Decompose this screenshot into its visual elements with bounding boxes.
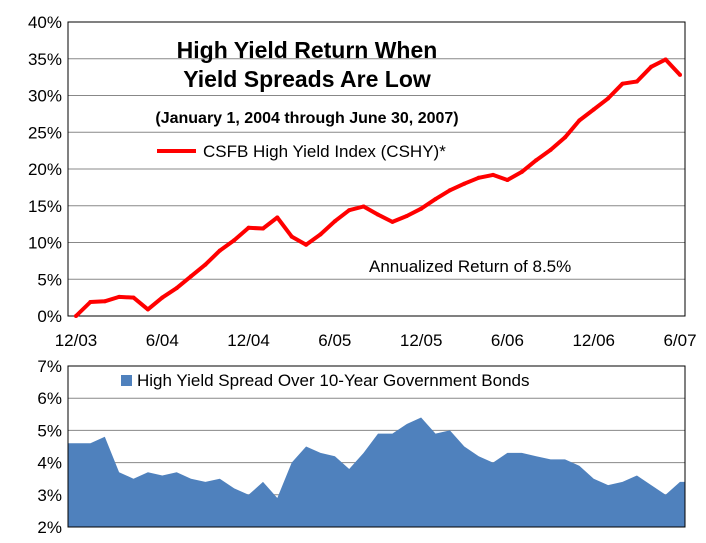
return-x-tick-label: 12/05 — [400, 331, 443, 350]
return-data-point — [347, 208, 352, 213]
return-data-point — [88, 300, 93, 304]
spread-y-tick-label: 7% — [37, 357, 62, 376]
return-data-point — [131, 295, 136, 300]
return-data-point — [591, 107, 596, 112]
spread-y-tick-label: 3% — [37, 486, 62, 505]
return-y-tick-label: 40% — [28, 13, 62, 32]
return-y-tick-label: 30% — [28, 87, 62, 106]
return-data-point — [678, 72, 682, 77]
return-chart: 0% 5% 10% 15% 20% 25% 30% 35% 40% 12/03 6/04 12/04… — [28, 13, 697, 350]
return-y-tick-label: 35% — [28, 50, 62, 69]
spread-series-area — [68, 417, 685, 527]
return-data-point — [491, 172, 495, 177]
return-data-point — [289, 234, 294, 239]
return-x-tick-labels: 12/03 6/04 12/04 6/05 12/05 6/06 12/06 6/07 — [55, 331, 697, 350]
chart-subtitle: (January 1, 2004 through June 30, 2007) — [155, 110, 458, 127]
chart-title: High Yield Return When — [177, 37, 438, 63]
return-y-tick-label: 15% — [28, 197, 62, 216]
return-x-tick-label: 6/05 — [318, 331, 351, 350]
spread-chart: 2% 3% 4% 5% 6% 7% High Yield Spread Over 10-Y… — [37, 357, 686, 537]
return-plot-frame — [67, 21, 686, 317]
return-data-point — [174, 286, 179, 291]
return-data-point — [74, 314, 78, 318]
return-data-point — [606, 96, 611, 101]
return-data-point — [189, 274, 193, 279]
return-data-point — [476, 175, 481, 180]
return-data-point — [361, 204, 366, 209]
spread-y-tick-labels: 2% 3% 4% 5% 6% 7% — [37, 357, 62, 537]
return-data-point — [663, 57, 668, 62]
return-data-point — [563, 135, 567, 140]
spread-y-tick-label: 4% — [37, 454, 62, 473]
return-data-point — [620, 81, 625, 86]
return-data-point — [548, 147, 553, 152]
return-y-tick-label: 25% — [28, 123, 62, 142]
return-data-point — [304, 242, 309, 247]
return-data-point — [390, 219, 395, 224]
return-legend-label: CSFB High Yield Index (CSHY)* — [203, 142, 446, 161]
return-data-point — [217, 248, 222, 253]
return-data-point — [649, 64, 654, 69]
return-y-tick-labels: 0% 5% 10% 15% 20% 25% 30% 35% 40% — [28, 13, 62, 326]
return-data-point — [145, 307, 150, 312]
return-data-point — [462, 181, 467, 186]
return-y-tick-label: 5% — [37, 270, 62, 289]
return-data-point — [275, 215, 280, 220]
spread-legend-swatch — [121, 375, 132, 386]
return-data-point — [419, 206, 424, 211]
return-series-line — [74, 57, 682, 318]
return-y-tick-label: 20% — [28, 160, 62, 179]
spread-legend-label: High Yield Spread Over 10-Year Governmen… — [137, 371, 530, 390]
return-data-point — [332, 219, 337, 224]
return-data-point — [102, 299, 107, 304]
return-data-point — [404, 214, 409, 218]
return-data-point — [505, 178, 510, 182]
return-data-point — [318, 232, 323, 237]
return-y-tick-label: 0% — [37, 307, 62, 326]
return-data-point — [232, 238, 237, 243]
return-data-point — [534, 158, 539, 163]
return-x-tick-label: 6/07 — [663, 331, 696, 350]
return-data-point — [433, 197, 438, 202]
spread-y-tick-label: 5% — [37, 421, 62, 440]
annualized-return-annotation: Annualized Return of 8.5% — [369, 257, 571, 276]
chart-title-line2: Yield Spreads Are Low — [183, 66, 431, 92]
return-data-point — [577, 118, 582, 123]
return-data-point — [203, 262, 208, 267]
return-x-tick-label: 6/04 — [146, 331, 179, 350]
return-x-tick-label: 12/06 — [572, 331, 615, 350]
spread-y-tick-label: 2% — [37, 518, 62, 537]
return-data-point — [117, 294, 122, 299]
spread-y-tick-label: 6% — [37, 389, 62, 408]
return-gridlines — [68, 58, 685, 280]
return-data-point — [376, 212, 380, 217]
return-x-tick-label: 6/06 — [491, 331, 524, 350]
spread-plot-frame — [67, 365, 686, 528]
return-data-point — [246, 225, 251, 230]
return-data-point — [261, 226, 265, 231]
return-x-tick-label: 12/04 — [227, 331, 270, 350]
return-data-point — [447, 188, 452, 193]
return-data-point — [634, 79, 639, 84]
return-x-tick-label: 12/03 — [55, 331, 98, 350]
return-data-point — [519, 169, 524, 174]
return-data-point — [160, 295, 165, 300]
return-y-tick-label: 10% — [28, 234, 62, 253]
return-series-points — [74, 57, 682, 318]
